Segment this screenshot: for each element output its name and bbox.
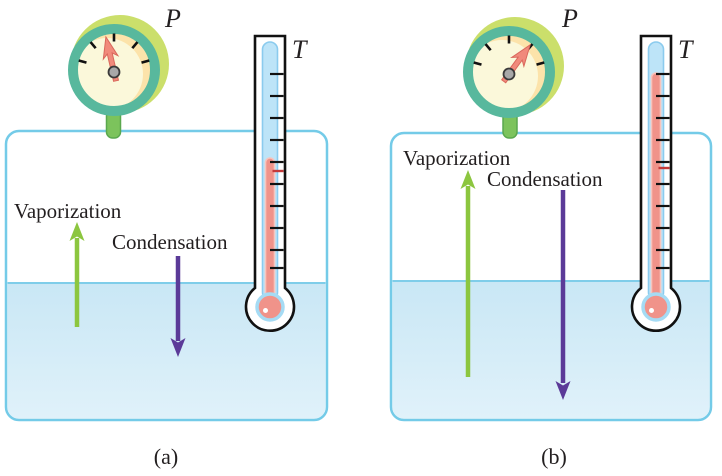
vaporization-label-a: Vaporization [14, 199, 122, 223]
condensation-arrow-a [170, 256, 186, 357]
condensation-label-a: Condensation [112, 230, 228, 254]
condensation-label-b: Condensation [487, 167, 603, 191]
mercury-column-b [650, 72, 662, 306]
vaporization-arrow-a [69, 222, 85, 327]
gauge-ring-a [68, 24, 160, 116]
vaporization-arrowhead-a [69, 222, 85, 241]
gauge-needle-group-a [102, 35, 121, 82]
vaporization-label-b: Vaporization [403, 146, 511, 170]
thermometer-b: T [630, 34, 694, 332]
gauge-hub-a [107, 65, 121, 79]
gauge-face-a [71, 38, 143, 110]
thermometer-a: T [244, 34, 308, 332]
bulb-highlight-b [649, 308, 654, 313]
vaporization-arrowhead-b [460, 170, 476, 189]
pressure-gauge-a: P [68, 4, 181, 139]
panel-a: Vaporization Condensation P [4, 4, 329, 469]
caption-a: (a) [154, 444, 178, 469]
pressure-gauge-b: P [463, 4, 578, 139]
panel-b: Vaporization Condensation P [389, 4, 713, 469]
condensation-arrow-b [555, 190, 571, 400]
gauge-ticks-a [78, 33, 150, 64]
gauge-ring-b [463, 26, 555, 118]
thermometer-bulb-a [255, 292, 285, 322]
caption-b: (b) [541, 444, 567, 469]
pressure-symbol-b: P [561, 4, 578, 33]
temperature-symbol-b: T [678, 35, 694, 64]
pressure-symbol-a: P [164, 4, 181, 33]
condensation-arrowhead-a [170, 338, 186, 357]
vaporization-arrow-b [460, 170, 476, 377]
gauge-needle-group-b [500, 43, 532, 84]
mercury-column-a [264, 157, 276, 306]
thermometer-bulb-b [641, 292, 671, 322]
gauge-hub-b [502, 67, 516, 81]
temperature-symbol-a: T [292, 35, 308, 64]
thermometer-ticks-b [656, 72, 670, 270]
thermometer-ticks-a [270, 72, 284, 270]
condensation-arrowhead-b [555, 381, 571, 400]
bulb-highlight-a [263, 308, 268, 313]
